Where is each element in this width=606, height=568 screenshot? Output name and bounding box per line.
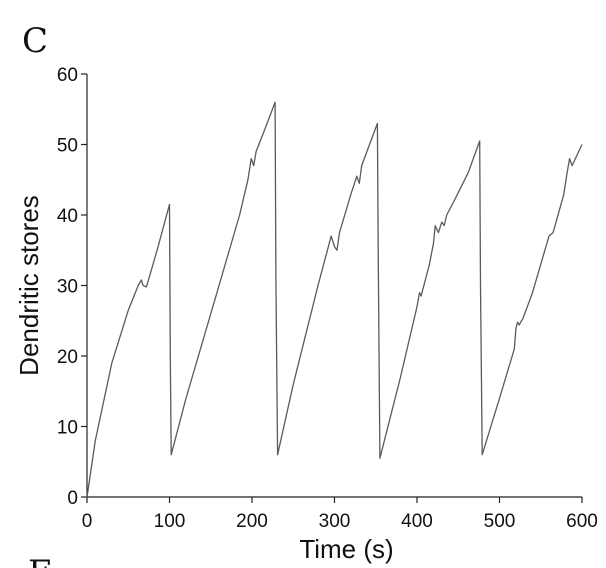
- plot-area: 0 10 20 30 40 50 60 0 100 200 300 400 500 600: [57, 65, 598, 532]
- y-tick-label: 0: [67, 488, 78, 509]
- x-tick-label: 400: [401, 511, 433, 532]
- y-tick-label: 30: [57, 277, 78, 298]
- x-axis-title: Time (s): [299, 534, 393, 564]
- x-tick-label: 500: [484, 511, 516, 532]
- y-tick-label: 20: [57, 347, 78, 368]
- x-tick-label: 100: [154, 511, 186, 532]
- x-ticks: 0 100 200 300 400 500 600: [82, 497, 598, 532]
- y-tick-label: 60: [57, 65, 78, 86]
- panel-letter: C: [22, 21, 48, 61]
- y-tick-label: 50: [57, 136, 78, 157]
- x-tick-label: 0: [82, 511, 93, 532]
- x-tick-label: 600: [566, 511, 598, 532]
- y-tick-label: 10: [57, 418, 78, 439]
- y-ticks: 0 10 20 30 40 50 60: [57, 65, 87, 509]
- series-layer: [86, 101, 583, 498]
- next-panel-letter: E: [28, 553, 53, 568]
- x-tick-label: 300: [319, 511, 351, 532]
- y-axis-title: Dendritic stores: [14, 195, 44, 376]
- series-line-0: [86, 101, 583, 498]
- y-tick-label: 40: [57, 206, 78, 227]
- x-tick-label: 200: [236, 511, 268, 532]
